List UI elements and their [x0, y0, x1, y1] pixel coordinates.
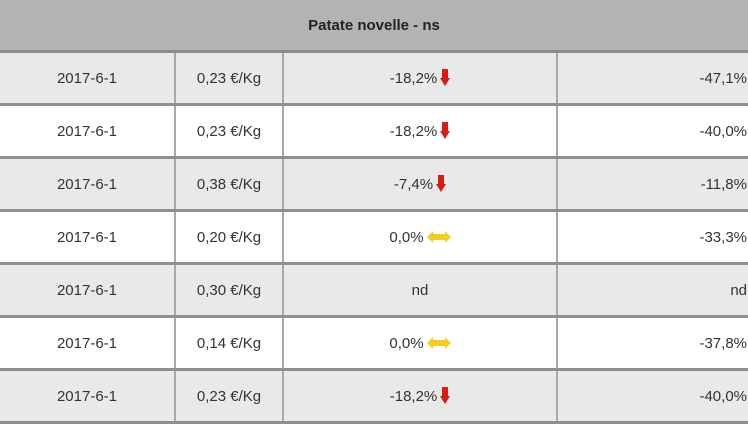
date-cell: 2017-6-1 [0, 371, 176, 421]
date-cell: 2017-6-1 [0, 53, 176, 103]
price-cell-text: 0,38 €/Kg [196, 175, 262, 193]
price-cell: 0,23 €/Kg [176, 106, 284, 156]
price-cell-text: 0,30 €/Kg [196, 281, 262, 299]
change2-cell: -47,1% [558, 53, 748, 103]
price-table: 2017-6-1 0,23 €/Kg -18,2% -47,1% 2017-6-1 0,2… [0, 53, 748, 424]
arrow-left-right-icon [426, 231, 451, 243]
change-cell-text: 0,0% [389, 228, 424, 246]
arrow-down-icon [440, 387, 451, 405]
price-cell: 0,23 €/Kg [176, 371, 284, 421]
table-title: Patate novelle - ns [0, 0, 748, 53]
price-cell-text: 0,23 €/Kg [196, 122, 262, 140]
change-cell-text: -18,2% [389, 387, 438, 405]
date-cell: 2017-6-1 [0, 318, 176, 368]
change2-cell-text: -33,3% [699, 228, 747, 246]
date-cell-text: 2017-6-1 [56, 334, 118, 352]
change2-cell: -33,3% [558, 212, 748, 262]
table-row: 2017-6-1 0,30 €/Kg nd nd [0, 265, 748, 318]
arrow-down-icon [436, 175, 447, 193]
price-cell-text: 0,23 €/Kg [196, 387, 262, 405]
price-cell: 0,23 €/Kg [176, 53, 284, 103]
price-cell: 0,38 €/Kg [176, 159, 284, 209]
table-row: 2017-6-1 0,20 €/Kg 0,0% -33,3% [0, 212, 748, 265]
price-cell-text: 0,14 €/Kg [196, 334, 262, 352]
arrow-left-right-icon [426, 337, 451, 349]
price-cell: 0,14 €/Kg [176, 318, 284, 368]
change-cell-text: -18,2% [389, 122, 438, 140]
change2-cell-text: -37,8% [699, 334, 747, 352]
table-row: 2017-6-1 0,23 €/Kg -18,2% -40,0% [0, 371, 748, 424]
date-cell-text: 2017-6-1 [56, 281, 118, 299]
price-cell: 0,20 €/Kg [176, 212, 284, 262]
change-cell: -18,2% [284, 53, 558, 103]
arrow-down-icon [440, 69, 451, 87]
change2-cell-text: -40,0% [699, 122, 747, 140]
change-cell-text: -7,4% [393, 175, 434, 193]
change2-cell-text: -40,0% [699, 387, 747, 405]
date-cell-text: 2017-6-1 [56, 228, 118, 246]
price-cell-text: 0,20 €/Kg [196, 228, 262, 246]
change2-cell: -40,0% [558, 106, 748, 156]
date-cell-text: 2017-6-1 [56, 69, 118, 87]
date-cell: 2017-6-1 [0, 159, 176, 209]
change-cell: nd [284, 265, 558, 315]
change2-cell-text: -47,1% [699, 69, 747, 87]
change-cell-text: nd [411, 281, 429, 299]
change-cell: 0,0% [284, 318, 558, 368]
arrow-down-icon [440, 122, 451, 140]
change-cell: 0,0% [284, 212, 558, 262]
price-cell: 0,30 €/Kg [176, 265, 284, 315]
change-cell-text: -18,2% [389, 69, 438, 87]
change-cell: -7,4% [284, 159, 558, 209]
date-cell-text: 2017-6-1 [56, 122, 118, 140]
date-cell-text: 2017-6-1 [56, 175, 118, 193]
change2-cell: -37,8% [558, 318, 748, 368]
date-cell: 2017-6-1 [0, 265, 176, 315]
change2-cell-text: nd [730, 281, 747, 299]
date-cell-text: 2017-6-1 [56, 387, 118, 405]
change-cell: -18,2% [284, 371, 558, 421]
change2-cell: nd [558, 265, 748, 315]
table-row: 2017-6-1 0,14 €/Kg 0,0% -37,8% [0, 318, 748, 371]
change2-cell: -40,0% [558, 371, 748, 421]
change2-cell-text: -11,8% [700, 175, 747, 193]
table-row: 2017-6-1 0,38 €/Kg -7,4% -11,8% [0, 159, 748, 212]
change-cell: -18,2% [284, 106, 558, 156]
date-cell: 2017-6-1 [0, 212, 176, 262]
table-row: 2017-6-1 0,23 €/Kg -18,2% -47,1% [0, 53, 748, 106]
table-row: 2017-6-1 0,23 €/Kg -18,2% -40,0% [0, 106, 748, 159]
date-cell: 2017-6-1 [0, 106, 176, 156]
change2-cell: -11,8% [558, 159, 748, 209]
price-cell-text: 0,23 €/Kg [196, 69, 262, 87]
change-cell-text: 0,0% [389, 334, 424, 352]
